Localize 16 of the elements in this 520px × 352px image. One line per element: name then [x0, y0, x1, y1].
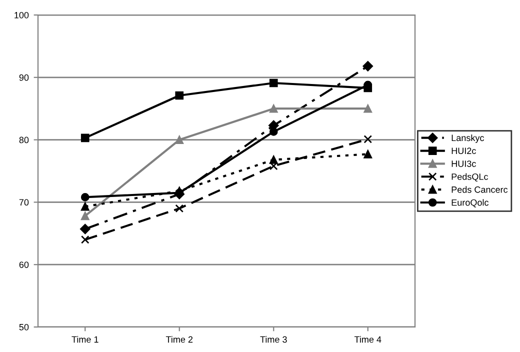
x-tick-label: Time 2: [166, 336, 193, 343]
legend-label: PedsQLc: [452, 173, 488, 182]
y-tick-label: 100: [14, 12, 29, 18]
legend-label: HUI3c: [452, 160, 476, 167]
x-tick-label: Time 3: [260, 336, 287, 343]
x-tick-label: Time 1: [72, 336, 98, 343]
y-tick-label: 80: [19, 136, 29, 144]
legend-label: Lanskyc: [452, 134, 484, 143]
y-tick-label: 60: [19, 262, 29, 268]
x-tick-label: Time 4: [354, 336, 382, 343]
y-tick-label: 90: [19, 74, 29, 81]
legend-label: HUI2c: [452, 148, 476, 154]
y-tick-label: 70: [19, 199, 29, 206]
y-tick-label: 50: [19, 324, 29, 330]
legend-label: Peds Cancerc: [452, 186, 508, 193]
legend-label: EuroQolc: [452, 199, 489, 208]
